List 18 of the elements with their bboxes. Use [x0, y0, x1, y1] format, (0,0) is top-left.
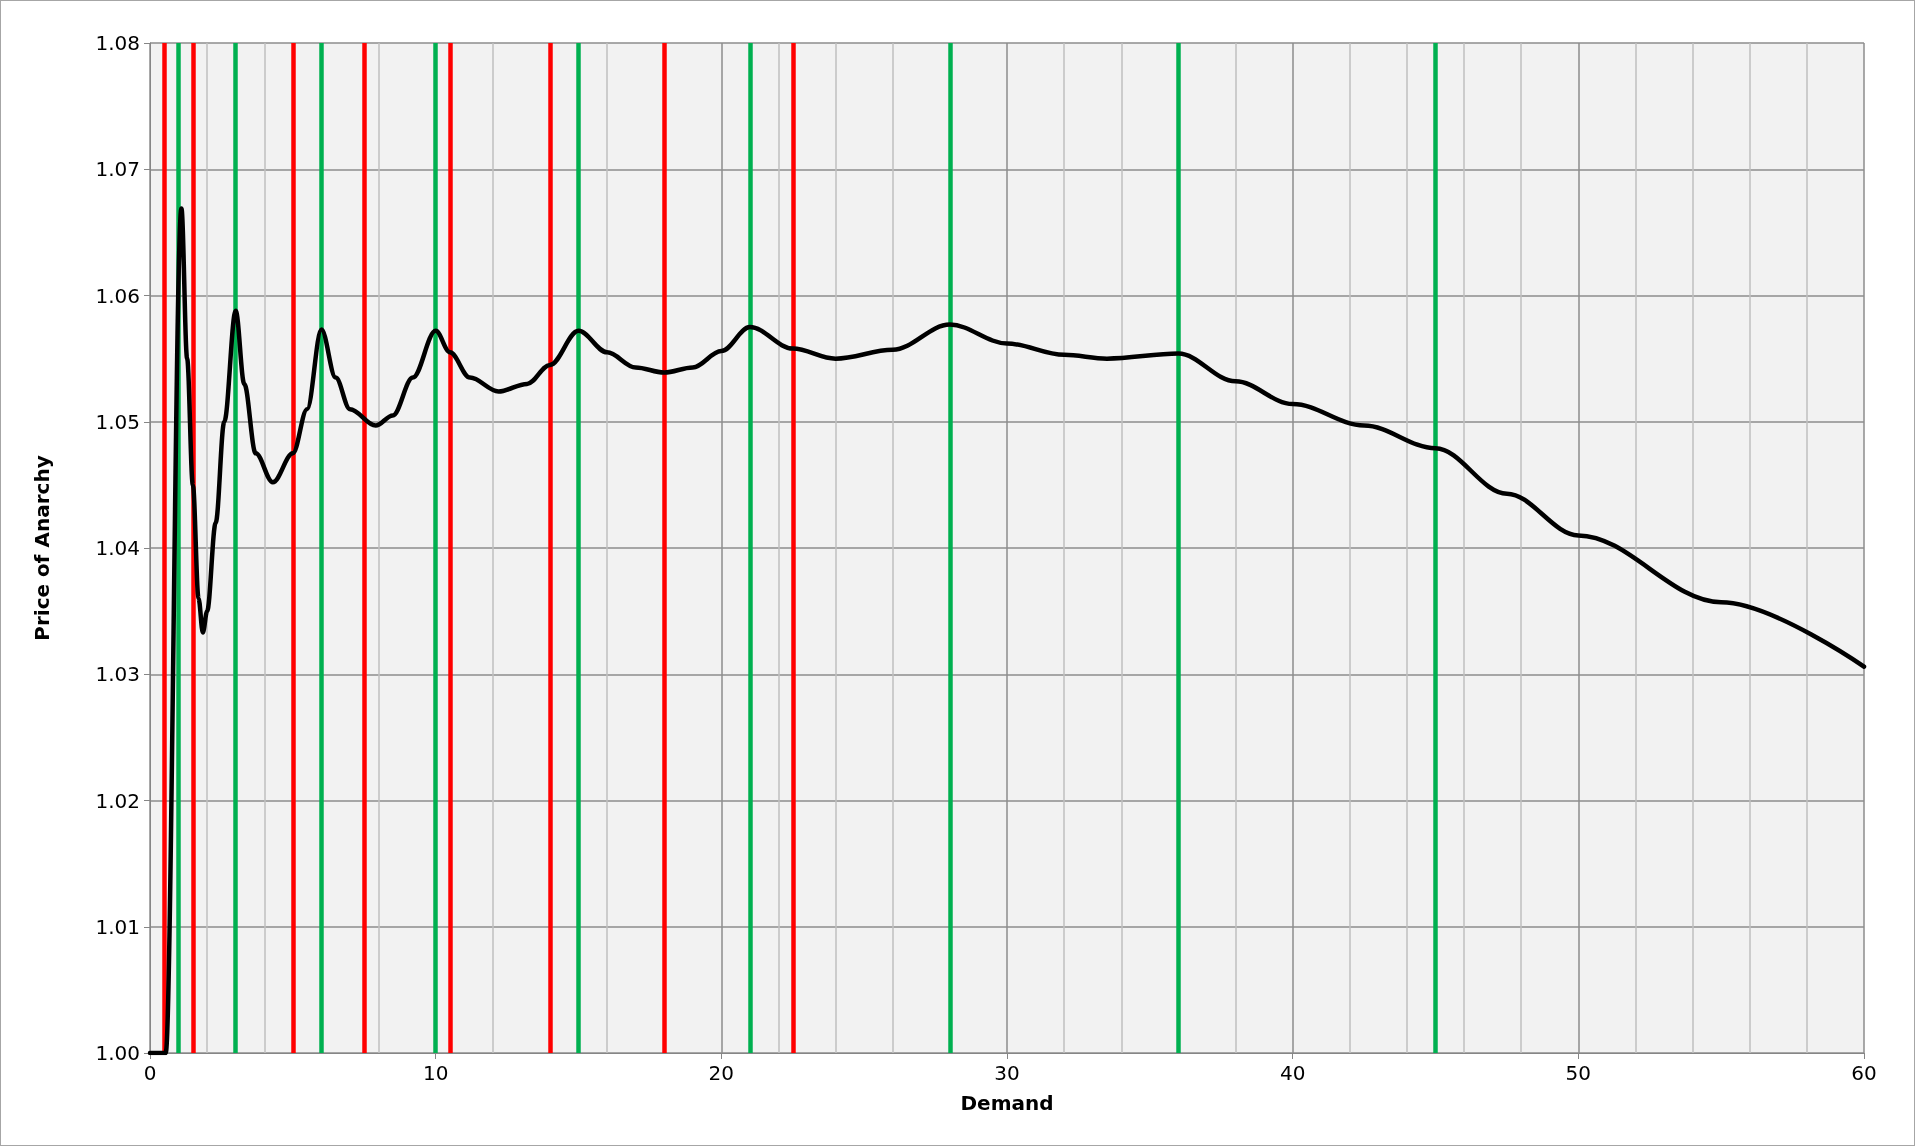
y-tick-label: 1.07 [95, 157, 140, 182]
y-tick-label: 1.02 [95, 788, 140, 813]
y-tick-label: 1.08 [95, 31, 140, 55]
x-tick-label: 40 [1279, 1061, 1306, 1085]
y-tick-label: 1.00 [95, 1041, 140, 1065]
x-tick-label: 20 [708, 1061, 735, 1085]
x-tick-label: 30 [994, 1061, 1020, 1085]
y-tick-label: 1.05 [95, 409, 140, 434]
x-tick-label: 50 [1565, 1061, 1592, 1085]
x-tick-label: 10 [422, 1061, 449, 1085]
y-tick-label: 1.01 [95, 914, 140, 939]
y-tick-label: 1.03 [95, 662, 140, 687]
y-tick-label: 1.04 [95, 536, 140, 560]
y-axis-title: Price of Anarchy [30, 455, 54, 641]
x-tick-label: 0 [143, 1061, 157, 1085]
x-tick-label: 60 [1851, 1061, 1877, 1085]
x-axis-title: Demand [960, 1091, 1054, 1115]
y-tick-label: 1.06 [95, 283, 140, 308]
